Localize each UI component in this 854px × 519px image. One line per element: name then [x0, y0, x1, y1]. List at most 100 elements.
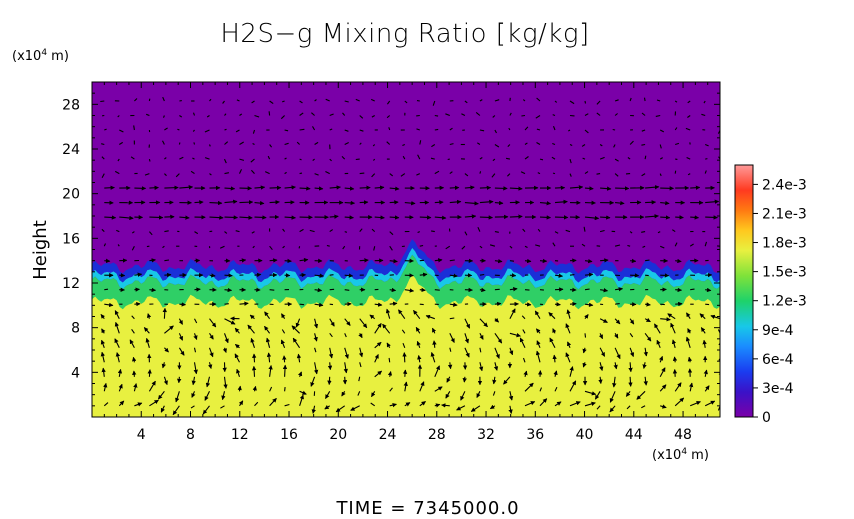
velocity-vector: [389, 215, 400, 220]
x-tick-label: 16: [280, 427, 298, 443]
velocity-vector: [552, 242, 556, 247]
velocity-vector: [584, 100, 587, 104]
velocity-vector: [644, 332, 652, 342]
velocity-vector: [670, 322, 676, 334]
velocity-vector: [269, 144, 273, 148]
y-tick-label: 12: [62, 276, 80, 292]
velocity-vector: [494, 99, 500, 102]
x-axis: 4 8 12 16 20 24 28 32 36 40 44 48: [103, 82, 709, 443]
velocity-vector: [359, 318, 368, 329]
velocity-vector: [314, 347, 317, 353]
colorbar-ticks: 0 3e-4 6e-4 9e-4 1.2e-3 1.5e-3 1.8e-3 2.1e-3 2.4…: [753, 177, 807, 426]
velocity-vector: [524, 401, 536, 407]
velocity-vector: [131, 356, 137, 363]
velocity-vector: [536, 128, 541, 131]
velocity-vector: [117, 115, 120, 118]
velocity-vector: [659, 367, 666, 378]
velocity-vector: [700, 327, 706, 334]
velocity-vector: [404, 200, 416, 206]
velocity-vector: [524, 245, 528, 248]
velocity-vector: [643, 97, 646, 102]
y-axis-label: Height: [30, 220, 51, 280]
velocity-vector: [720, 304, 728, 305]
velocity-vector: [264, 171, 270, 175]
velocity-vector: [584, 302, 594, 307]
velocity-vector: [147, 369, 152, 377]
colorbar-tick-label: 1.5e-3: [762, 265, 807, 281]
velocity-vector: [719, 231, 720, 232]
velocity-vector: [160, 405, 165, 413]
velocity-vector: [479, 347, 482, 353]
velocity-vector: [239, 169, 242, 174]
velocity-vector: [206, 115, 210, 118]
velocity-vector: [163, 376, 168, 386]
velocity-vector: [314, 273, 325, 278]
velocity-vector: [554, 386, 558, 392]
velocity-vector: [552, 142, 556, 146]
velocity-vector: [224, 273, 233, 278]
velocity-vector: [675, 287, 683, 293]
velocity-vector: [434, 170, 440, 175]
velocity-vectors: [100, 96, 728, 416]
velocity-vector: [179, 185, 194, 190]
velocity-vector: [254, 215, 267, 220]
velocity-vector: [177, 376, 182, 384]
velocity-vector: [449, 199, 462, 205]
x-tick-label: 12: [231, 427, 249, 443]
velocity-vector: [335, 405, 346, 413]
velocity-vector: [609, 391, 616, 403]
velocity-vector: [100, 351, 106, 363]
velocity-vector: [521, 315, 526, 320]
velocity-vector: [539, 398, 548, 407]
velocity-vector: [344, 200, 356, 206]
velocity-vector: [252, 245, 255, 249]
velocity-vector: [599, 156, 605, 160]
velocity-vector: [299, 394, 304, 406]
velocity-vector: [179, 115, 183, 118]
velocity-vector: [479, 199, 494, 205]
velocity-vector: [492, 391, 496, 396]
velocity-vector: [489, 404, 496, 410]
velocity-vector: [162, 245, 165, 249]
velocity-vector: [434, 365, 440, 378]
velocity-vector: [114, 321, 120, 334]
velocity-vector: [494, 231, 499, 233]
velocity-vector: [627, 244, 631, 247]
velocity-vector: [720, 101, 724, 102]
velocity-vector: [344, 142, 349, 145]
velocity-vector: [371, 173, 376, 178]
velocity-vector: [565, 323, 571, 334]
velocity-vector: [371, 228, 376, 233]
velocity-vector: [224, 303, 229, 305]
velocity-vector: [282, 364, 288, 377]
velocity-vector: [208, 144, 211, 147]
velocity-vector: [671, 339, 677, 348]
velocity-vector: [385, 308, 391, 319]
velocity-vector: [434, 215, 447, 220]
velocity-vector: [705, 158, 708, 160]
velocity-vector: [674, 382, 682, 392]
velocity-vector: [359, 228, 363, 232]
velocity-vector: [434, 289, 440, 291]
velocity-vector: [104, 128, 107, 131]
velocity-vector: [219, 245, 225, 249]
y-tick-label: 8: [71, 321, 80, 337]
velocity-vector: [430, 157, 435, 160]
velocity-vector: [569, 143, 573, 147]
velocity-vector: [509, 308, 516, 319]
velocity-vector: [522, 99, 526, 102]
velocity-vector: [344, 231, 348, 233]
velocity-vector: [445, 391, 451, 399]
velocity-vector: [329, 158, 332, 162]
velocity-vector: [537, 228, 541, 232]
velocity-vector: [599, 229, 605, 233]
colorbar-tick-label: 1.8e-3: [762, 236, 807, 252]
colorbar-tick-label: 1.2e-3: [762, 294, 807, 310]
velocity-vector: [359, 172, 365, 175]
velocity-vector: [344, 333, 347, 338]
velocity-vector: [117, 368, 123, 377]
velocity-vector: [266, 352, 272, 363]
velocity-vector: [416, 173, 421, 176]
velocity-vector: [175, 173, 180, 178]
